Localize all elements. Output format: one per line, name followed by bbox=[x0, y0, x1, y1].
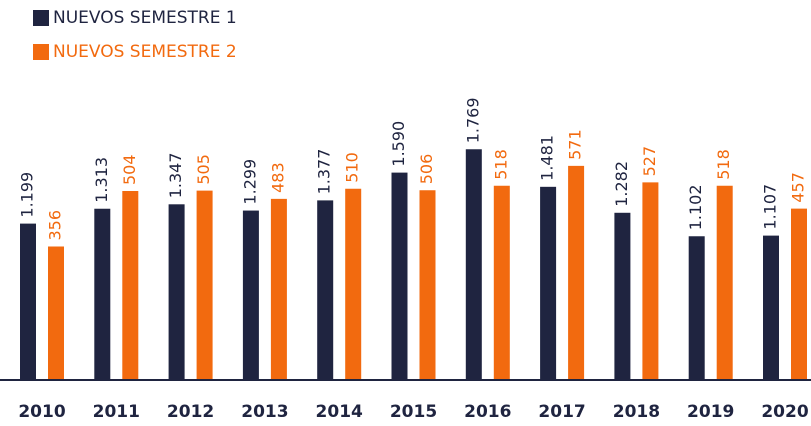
value-label: 1.481 bbox=[538, 135, 557, 181]
x-tick-label: 2011 bbox=[93, 402, 140, 422]
bar bbox=[716, 185, 733, 380]
value-label: 1.769 bbox=[463, 97, 482, 143]
x-tick-label: 2016 bbox=[464, 402, 511, 422]
value-label: 1.590 bbox=[389, 121, 408, 167]
bar bbox=[540, 186, 557, 380]
bar bbox=[168, 204, 185, 380]
legend-swatch bbox=[33, 44, 49, 60]
bar bbox=[242, 210, 259, 380]
value-label: 571 bbox=[566, 129, 585, 160]
bar bbox=[419, 190, 436, 380]
value-label: 356 bbox=[46, 210, 65, 241]
value-label: 1.199 bbox=[18, 172, 37, 218]
bar bbox=[20, 223, 36, 380]
x-tick-label: 2014 bbox=[316, 402, 363, 422]
x-tick-label: 2015 bbox=[390, 402, 437, 422]
value-label: 483 bbox=[268, 162, 287, 193]
bar bbox=[763, 235, 779, 380]
bar bbox=[465, 149, 482, 380]
bar bbox=[122, 191, 139, 380]
bar bbox=[317, 200, 334, 380]
bar bbox=[48, 246, 64, 380]
legend-swatch bbox=[33, 10, 49, 26]
x-tick-label: 2018 bbox=[613, 402, 660, 422]
value-label: 506 bbox=[417, 154, 436, 185]
value-label: 1.377 bbox=[315, 149, 334, 195]
bar bbox=[345, 188, 362, 380]
bar bbox=[642, 182, 659, 380]
legend-label: NUEVOS SEMESTRE 2 bbox=[53, 42, 237, 62]
x-tick-label: 2010 bbox=[18, 402, 65, 422]
value-label: 1.313 bbox=[92, 157, 111, 203]
bar bbox=[493, 185, 510, 380]
x-tick-label: 2020 bbox=[761, 402, 808, 422]
bar bbox=[688, 236, 705, 380]
value-label: 1.347 bbox=[166, 152, 185, 198]
x-tick-label: 2013 bbox=[241, 402, 288, 422]
x-tick-label: 2012 bbox=[167, 402, 214, 422]
value-label: 505 bbox=[194, 154, 213, 185]
value-label: 518 bbox=[714, 149, 733, 180]
bar bbox=[196, 190, 213, 380]
legend-label: NUEVOS SEMESTRE 1 bbox=[53, 8, 237, 28]
bar bbox=[94, 208, 111, 380]
value-label: 1.282 bbox=[612, 161, 631, 207]
value-label: 1.299 bbox=[240, 159, 259, 205]
value-label: 1.107 bbox=[761, 184, 780, 230]
x-tick-label: 2019 bbox=[687, 402, 734, 422]
x-tick-label: 2017 bbox=[538, 402, 585, 422]
bar bbox=[568, 165, 585, 380]
value-label: 457 bbox=[789, 172, 808, 203]
bar bbox=[391, 172, 408, 380]
bar bbox=[270, 198, 287, 380]
value-label: 518 bbox=[491, 149, 510, 180]
value-label: 527 bbox=[640, 146, 659, 177]
bar bbox=[791, 208, 807, 380]
value-label: 1.102 bbox=[686, 184, 705, 230]
value-label: 510 bbox=[343, 152, 362, 183]
bar bbox=[614, 212, 631, 380]
value-label: 504 bbox=[120, 154, 139, 185]
